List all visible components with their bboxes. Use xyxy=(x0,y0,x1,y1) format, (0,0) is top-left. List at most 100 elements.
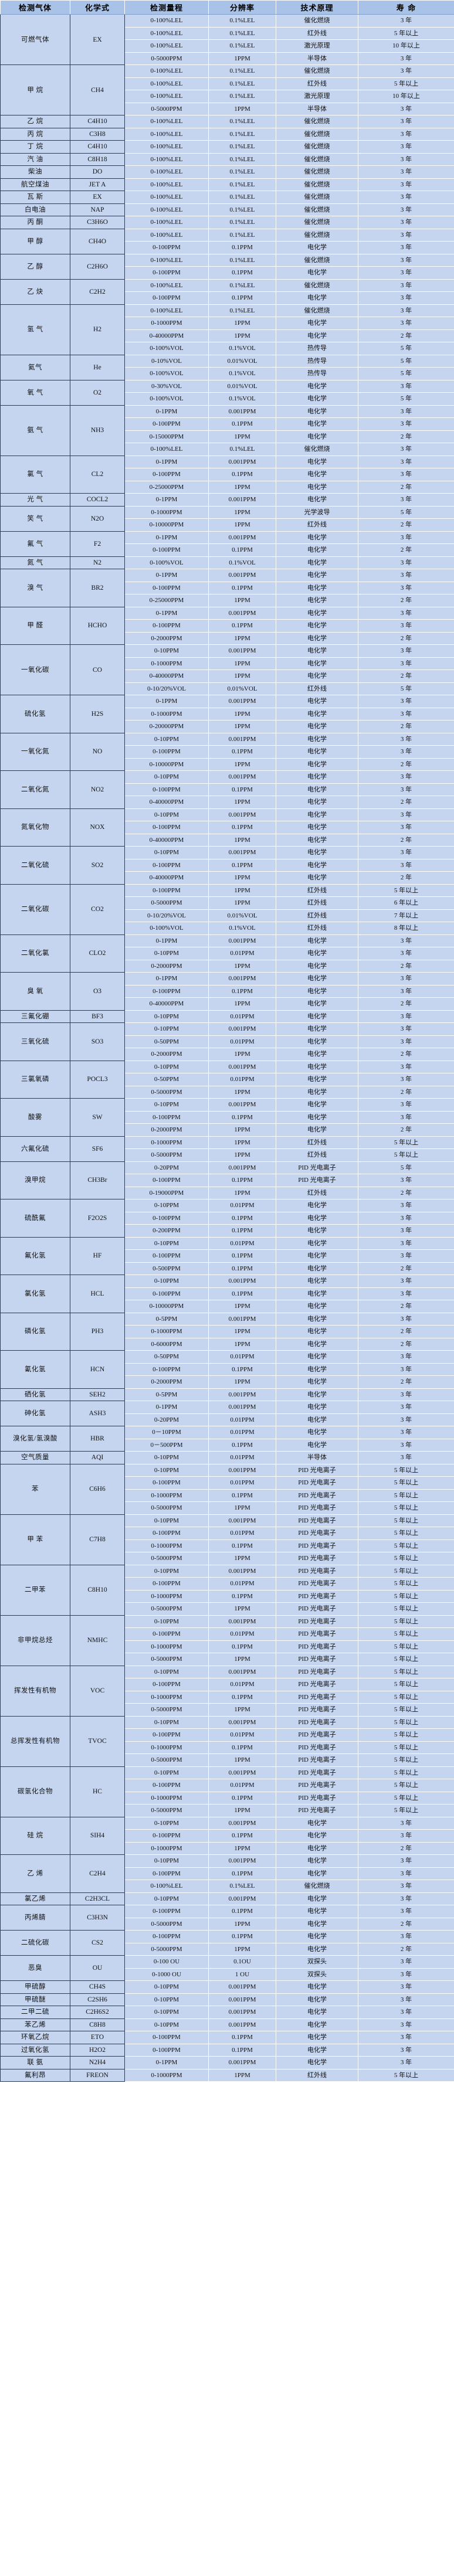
technology-cell: 电化学 xyxy=(276,1338,358,1351)
gas-name-cell: 溴化氢/氢溴酸 xyxy=(0,1426,70,1452)
table-row: 0-5000PPM 1PPM PID 光电离子 5 年以上 xyxy=(1,1653,454,1666)
table-row: 氯化氢 HCL 0-10PPM 0.001PPM 电化学 3 年 xyxy=(0,1275,454,1313)
detection-range-cell: 0-20PPM xyxy=(124,1161,209,1174)
lifespan-cell: 3 年 xyxy=(358,14,454,28)
detection-range-cell: 0-40000PPM xyxy=(124,329,209,342)
resolution-cell: 0.1%VOL xyxy=(208,367,276,380)
technology-cell: 激光原理 xyxy=(276,39,358,53)
technology-cell: 红外线 xyxy=(276,896,358,910)
detection-range-cell: 0-10PPM xyxy=(124,947,209,960)
technology-cell: 电化学 xyxy=(276,2056,358,2069)
technology-cell: 红外线 xyxy=(276,922,358,935)
chemical-formula-cell: SO2 xyxy=(70,846,125,885)
detection-range-cell: 0-100PPM xyxy=(124,859,209,872)
resolution-cell: 0.001PPM xyxy=(208,1514,276,1527)
technology-cell: 电化学 xyxy=(276,1111,358,1124)
table-row: 0-200PPM 0.1PPM 电化学 3 年 xyxy=(1,1224,454,1238)
chemical-formula-cell: HCL xyxy=(70,1275,125,1313)
technology-cell: 电化学 xyxy=(276,1060,358,1073)
technology-cell: PID 光电离子 xyxy=(276,1691,358,1704)
resolution-cell: 0.01PPM xyxy=(208,1350,276,1364)
detection-range-cell: 0-100PPM xyxy=(124,1905,209,1918)
technology-cell: 电化学 xyxy=(276,392,358,406)
detection-range-cell: 0-10PPM xyxy=(124,1892,209,1905)
lifespan-cell: 2 年 xyxy=(358,1187,454,1199)
resolution-cell: 0.1OU xyxy=(208,1955,276,1969)
technology-cell: 电化学 xyxy=(276,1086,358,1099)
lifespan-cell: 3 年 xyxy=(358,103,454,115)
detection-range-cell: 0-5000PPM xyxy=(124,1753,209,1767)
gas-name-cell: 甲 醇 xyxy=(0,228,70,254)
resolution-cell: 0.1PPM xyxy=(208,1741,276,1754)
lifespan-cell: 2 年 xyxy=(358,720,454,733)
table-row: 0-40000PPM 1PPM 电化学 2 年 xyxy=(1,796,454,809)
table-row: 0-5000PPM 1PPM PID 光电离子 5 年以上 xyxy=(1,1552,454,1565)
resolution-cell: 0.001PPM xyxy=(208,1615,276,1628)
table-row: 0-100PPM 0.1PPM 电化学 3 年 xyxy=(1,417,454,431)
technology-cell: 电化学 xyxy=(276,241,358,254)
gas-name-cell: 氟 气 xyxy=(0,531,70,557)
technology-cell: 电化学 xyxy=(276,1350,358,1364)
detection-range-cell: 0-5000PPM xyxy=(124,1943,209,1956)
table-row: 0-40000PPM 1PPM 电化学 2 年 xyxy=(1,329,454,342)
detection-range-cell: 0-10PPM xyxy=(124,1980,209,1994)
chemical-formula-cell: COCL2 xyxy=(70,493,125,507)
gas-name-cell: 酸雾 xyxy=(0,1098,70,1137)
technology-cell: 电化学 xyxy=(276,644,358,658)
technology-cell: 催化燃烧 xyxy=(276,253,358,267)
table-row: 0-1000PPM 0.1PPM PID 光电离子 5 年以上 xyxy=(1,1792,454,1804)
table-row: 溴 气 BR2 0-1PPM 0.001PPM 电化学 3 年 xyxy=(0,569,454,607)
table-row: 甲 苯 C7H8 0-10PPM 0.001PPM PID 光电离子 5 年以上 xyxy=(0,1514,454,1565)
detection-range-cell: 0-100%VOL xyxy=(124,342,209,355)
technology-cell: 电化学 xyxy=(276,1413,358,1426)
resolution-cell: 1PPM xyxy=(208,896,276,910)
lifespan-cell: 3 年 xyxy=(358,1880,454,1893)
resolution-cell: 0.1%VOL xyxy=(208,342,276,355)
gas-name-cell: 丙 酮 xyxy=(0,216,70,229)
resolution-cell: 1PPM xyxy=(208,1753,276,1767)
technology-cell: 催化燃烧 xyxy=(276,304,358,317)
lifespan-cell: 3 年 xyxy=(358,1111,454,1124)
technology-cell: 电化学 xyxy=(276,569,358,582)
resolution-cell: 0.01%VOL xyxy=(208,354,276,368)
resolution-cell: 1PPM xyxy=(208,103,276,115)
resolution-cell: 0.001PPM xyxy=(208,2006,276,2019)
technology-cell: PID 光电离子 xyxy=(276,1741,358,1754)
lifespan-cell: 3 年 xyxy=(358,304,454,317)
gas-name-cell: 氮氧化物 xyxy=(0,808,70,847)
detection-range-cell: 0-100PPM xyxy=(124,619,209,633)
technology-cell: 电化学 xyxy=(276,1439,358,1452)
chemical-formula-cell: CL2 xyxy=(70,455,125,494)
technology-cell: 电化学 xyxy=(276,947,358,960)
table-row: 0-5000PPM 1PPM 电化学 2 年 xyxy=(1,1086,454,1099)
technology-cell: 电化学 xyxy=(276,985,358,998)
gas-name-cell: 乙 炔 xyxy=(0,278,70,305)
technology-cell: 红外线 xyxy=(276,77,358,90)
detection-range-cell: 0-100PPM xyxy=(124,745,209,759)
resolution-cell: 0.1%LEL xyxy=(208,127,276,141)
lifespan-cell: 3 年 xyxy=(358,203,454,216)
detection-range-cell: 0-5PPM xyxy=(124,1388,209,1401)
chemical-formula-cell: EX xyxy=(70,191,125,204)
detection-range-cell: 0-1000PPM xyxy=(124,1489,209,1502)
column-header-4: 技术原理 xyxy=(276,0,358,15)
detection-range-cell: 0-100PPM xyxy=(124,985,209,998)
resolution-cell: 0.1PPM xyxy=(208,1540,276,1552)
resolution-cell: 0.1%LEL xyxy=(208,443,276,456)
lifespan-cell: 5 年以上 xyxy=(358,1741,454,1754)
resolution-cell: 0.1%LEL xyxy=(208,140,276,154)
chemical-formula-cell: C4H10 xyxy=(70,140,125,154)
technology-cell: 电化学 xyxy=(276,455,358,468)
detection-range-cell: 0-100PPM xyxy=(124,468,209,481)
resolution-cell: 1PPM xyxy=(208,1136,276,1149)
table-row: 氯 气 CL2 0-1PPM 0.001PPM 电化学 3 年 xyxy=(0,455,454,494)
lifespan-cell: 3 年 xyxy=(358,1060,454,1073)
resolution-cell: 0.1PPM xyxy=(208,543,276,557)
technology-cell: PID 光电离子 xyxy=(276,1715,358,1729)
technology-cell: 电化学 xyxy=(276,632,358,645)
resolution-cell: 0.001PPM xyxy=(208,405,276,418)
lifespan-cell: 2 年 xyxy=(358,1325,454,1338)
resolution-cell: 0.1PPM xyxy=(208,1249,276,1263)
table-row: 0-1000PPM 0.1PPM PID 光电离子 5 年以上 xyxy=(1,1590,454,1603)
detection-range-cell: 0-100%VOL xyxy=(124,556,209,569)
